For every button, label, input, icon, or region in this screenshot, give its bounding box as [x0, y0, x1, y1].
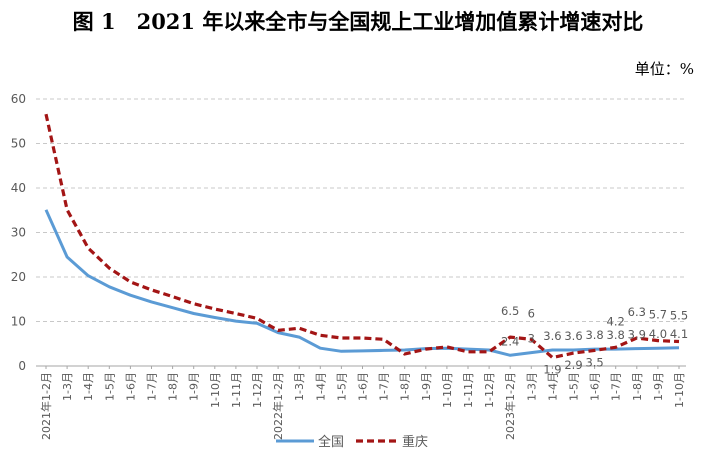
data-label-chongqing: 6.3 — [628, 305, 646, 319]
x-tick-label: 1-6月 — [589, 372, 602, 401]
x-tick-label: 1-10月 — [209, 372, 222, 408]
y-tick-label: 30 — [11, 226, 26, 240]
x-tick-label: 1-12月 — [483, 372, 496, 408]
x-tick-label: 1-10月 — [673, 372, 686, 408]
data-label-chongqing: 6.5 — [501, 304, 519, 318]
x-tick-label: 1-9月 — [652, 372, 665, 401]
x-tick-label: 1-12月 — [251, 372, 264, 408]
x-tick-label: 1-7月 — [146, 372, 159, 401]
legend: 全国 重庆 — [276, 434, 428, 450]
x-tick-label: 1-5月 — [103, 372, 116, 401]
data-label-national: 3 — [528, 332, 535, 346]
x-tick-label: 1-11月 — [230, 372, 243, 408]
x-tick-label: 1-5月 — [568, 372, 581, 401]
data-label-chongqing: 5.5 — [670, 309, 688, 323]
unit-label: 单位：% — [634, 60, 694, 78]
x-tick-label: 1-6月 — [357, 372, 370, 401]
data-label-national: 3.8 — [585, 328, 603, 342]
data-label-chongqing: 5.7 — [649, 308, 667, 322]
x-tick-label: 1-4月 — [314, 372, 327, 401]
x-tick-label: 1-5月 — [335, 372, 348, 401]
x-tick-label: 2021年1-2月 — [39, 372, 53, 440]
legend-label-national: 全国 — [318, 434, 344, 450]
data-label-national: 4.0 — [649, 327, 667, 341]
x-tick-label: 1-8月 — [631, 372, 644, 401]
x-tick-label: 2023年1-2月 — [503, 372, 517, 440]
data-label-national: 2.4 — [501, 334, 519, 348]
x-tick-label: 1-3月 — [61, 372, 74, 401]
data-label-chongqing: 2.9 — [564, 358, 582, 372]
x-tick-label: 1-7月 — [610, 372, 623, 401]
x-tick-label: 1-3月 — [293, 372, 306, 401]
y-tick-label: 40 — [11, 181, 26, 195]
chart-title: 图 1 2021 年以来全市与全国规上工业增加值累计增速对比 — [72, 9, 644, 34]
x-tick-label: 1-10月 — [441, 372, 454, 408]
data-label-chongqing: 1.9 — [543, 363, 561, 377]
x-tick-label: 1-3月 — [525, 372, 538, 401]
data-label-chongqing: 3.5 — [585, 355, 603, 369]
series-line-national — [44, 209, 680, 357]
x-axis-ticks: 2021年1-2月 1-3月 1-4月 1-5月 1-6月 1-7月 1-8月 1-9月 1-1… — [39, 366, 686, 440]
y-tick-label: 0 — [18, 359, 26, 373]
data-label-national: 4.1 — [670, 327, 688, 341]
x-tick-label: 1-6月 — [124, 372, 137, 401]
x-tick-label: 1-7月 — [378, 372, 391, 401]
y-tick-label: 60 — [11, 92, 26, 106]
data-label-chongqing: 4.2 — [607, 314, 625, 328]
data-label-national: 3.9 — [628, 328, 646, 342]
x-tick-label: 1-11月 — [462, 372, 475, 408]
data-labels: 2.46.5363.61.93.62.93.83.53.84.23.96.34.… — [501, 304, 688, 376]
y-axis-ticks: 0 10 20 30 40 50 60 — [11, 92, 26, 373]
data-label-national: 3.8 — [607, 328, 625, 342]
x-tick-label: 1-8月 — [167, 372, 180, 401]
y-tick-label: 50 — [11, 137, 26, 151]
y-tick-label: 10 — [11, 315, 26, 329]
grid-lines — [36, 98, 686, 367]
legend-label-chongqing: 重庆 — [402, 434, 428, 450]
x-tick-label: 1-4月 — [82, 372, 95, 401]
series-line-chongqing — [44, 113, 680, 360]
x-tick-label: 1-8月 — [399, 372, 412, 401]
x-tick-label: 2022年1-2月 — [271, 372, 285, 440]
x-tick-label: 1-4月 — [546, 372, 559, 401]
data-label-chongqing: 6 — [528, 306, 535, 320]
series-lines — [44, 113, 680, 360]
x-tick-label: 1-9月 — [420, 372, 433, 401]
y-tick-label: 20 — [11, 270, 26, 284]
x-tick-label: 1-9月 — [188, 372, 201, 401]
data-label-national: 3.6 — [543, 329, 561, 343]
data-label-national: 3.6 — [564, 329, 582, 343]
